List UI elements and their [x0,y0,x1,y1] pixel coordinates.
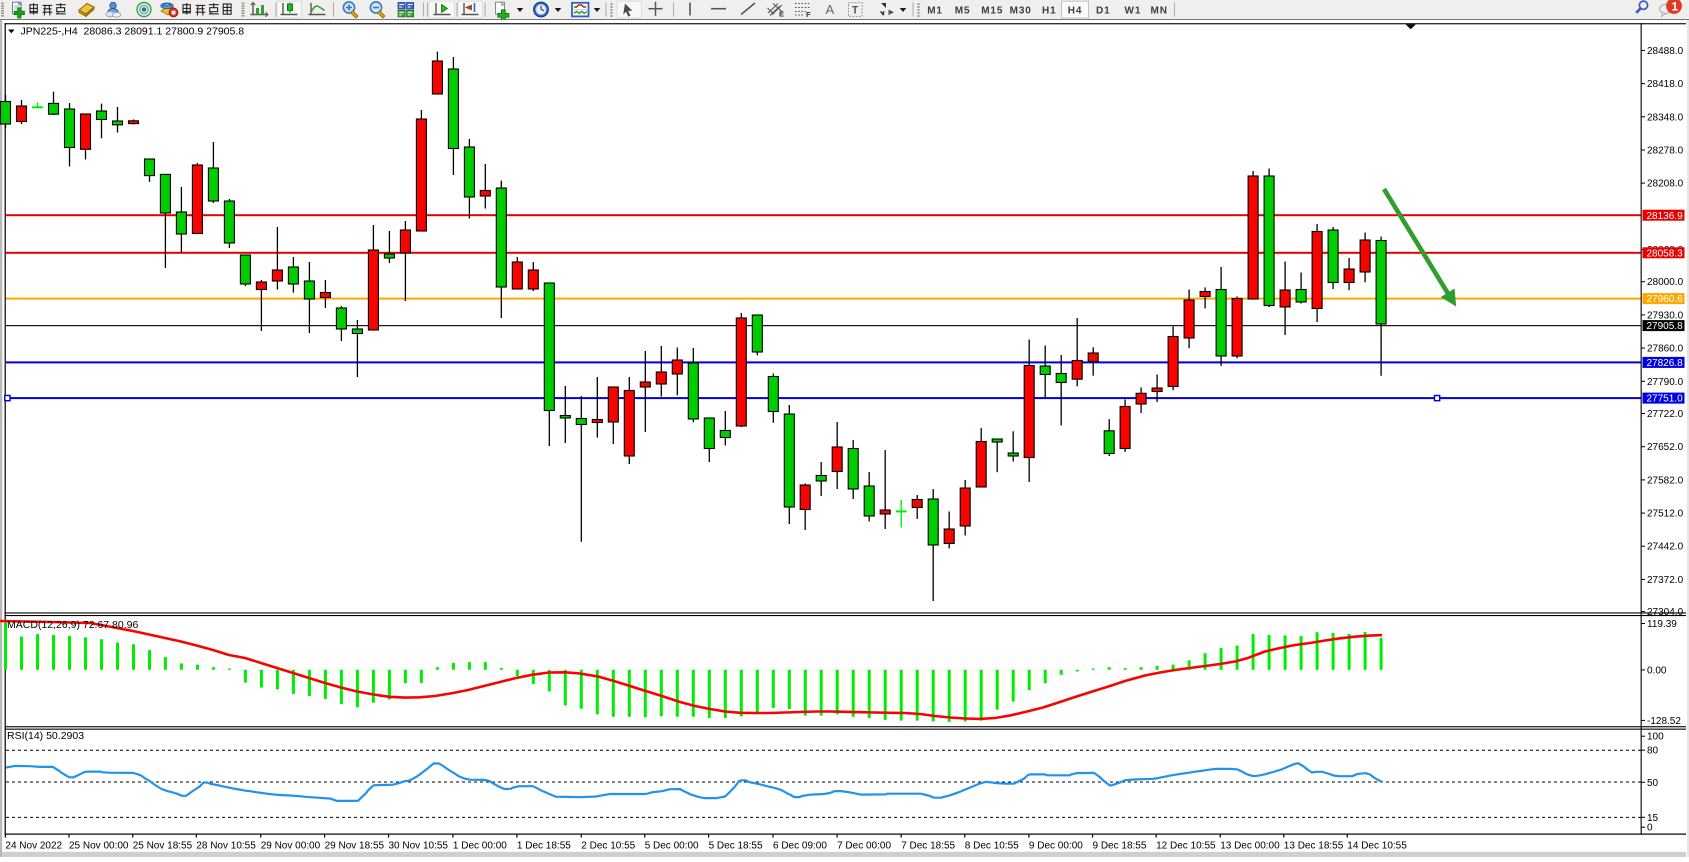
svg-text:7 Dec 18:55: 7 Dec 18:55 [901,841,955,852]
svg-text:28488.0: 28488.0 [1647,46,1684,57]
svg-text:7 Dec 00:00: 7 Dec 00:00 [837,841,891,852]
svg-text:H1: H1 [1042,6,1057,17]
svg-text:27512.0: 27512.0 [1647,509,1684,520]
svg-text:27960.6: 27960.6 [1647,294,1684,305]
svg-text:27930.0: 27930.0 [1647,310,1684,321]
svg-text:28058.3: 28058.3 [1647,248,1684,259]
svg-text:50: 50 [1647,778,1659,789]
svg-text:MN: MN [1151,6,1168,17]
svg-text:27790.0: 27790.0 [1647,377,1684,388]
svg-text:0: 0 [1647,823,1653,834]
svg-text:28000.0: 28000.0 [1647,277,1684,288]
svg-text:24 Nov 2022: 24 Nov 2022 [5,841,62,852]
svg-text:H4: H4 [1068,6,1083,17]
svg-text:JPN225-,H4 28086.3 28091.1 27: JPN225-,H4 28086.3 28091.1 27800.9 27905… [21,26,245,38]
svg-text:E: E [779,10,784,19]
svg-text:29 Nov 18:55: 29 Nov 18:55 [325,841,385,852]
svg-text:-128.52: -128.52 [1647,716,1681,727]
svg-text:A: A [826,2,835,17]
svg-text:27372.0: 27372.0 [1647,575,1684,586]
svg-text:2 Dec 10:55: 2 Dec 10:55 [581,841,635,852]
svg-text:W1: W1 [1125,6,1142,17]
svg-text:13 Dec 18:55: 13 Dec 18:55 [1284,841,1344,852]
svg-text:25 Nov 00:00: 25 Nov 00:00 [69,841,129,852]
svg-text:5 Dec 18:55: 5 Dec 18:55 [709,841,763,852]
svg-text:29 Nov 00:00: 29 Nov 00:00 [261,841,321,852]
svg-text:13 Dec 00:00: 13 Dec 00:00 [1220,841,1280,852]
svg-text:RSI(14) 50.2903: RSI(14) 50.2903 [7,730,84,742]
svg-text:27442.0: 27442.0 [1647,542,1684,553]
svg-text:25 Nov 18:55: 25 Nov 18:55 [133,841,193,852]
svg-text:0.00: 0.00 [1647,665,1667,676]
svg-text:14 Dec 10:55: 14 Dec 10:55 [1347,841,1407,852]
svg-text:28348.0: 28348.0 [1647,112,1684,123]
svg-text:8 Dec 10:55: 8 Dec 10:55 [965,841,1019,852]
svg-text:27582.0: 27582.0 [1647,475,1684,486]
svg-text:9 Dec 00:00: 9 Dec 00:00 [1029,841,1083,852]
svg-text:28 Nov 10:55: 28 Nov 10:55 [196,841,256,852]
svg-text:80: 80 [1647,746,1659,757]
svg-text:27304.0: 27304.0 [1647,607,1684,618]
svg-text:27905.8: 27905.8 [1647,321,1684,332]
svg-text:27751.0: 27751.0 [1647,394,1684,405]
svg-text:119.39: 119.39 [1647,619,1677,630]
svg-text:F: F [806,10,811,19]
svg-text:M30: M30 [1010,6,1032,17]
svg-text:27652.0: 27652.0 [1647,442,1684,453]
svg-text:28418.0: 28418.0 [1647,79,1684,90]
svg-text:M15: M15 [981,6,1003,17]
svg-text:30 Nov 10:55: 30 Nov 10:55 [389,841,449,852]
svg-text:M5: M5 [955,6,971,17]
svg-text:100: 100 [1647,732,1664,743]
svg-text:27826.8: 27826.8 [1647,358,1684,369]
svg-text:1 Dec 18:55: 1 Dec 18:55 [517,841,571,852]
svg-text:27860.0: 27860.0 [1647,344,1684,355]
svg-text:D1: D1 [1096,6,1111,17]
svg-text:28278.0: 28278.0 [1647,146,1684,157]
svg-text:1 Dec 00:00: 1 Dec 00:00 [453,841,507,852]
svg-text:6 Dec 09:00: 6 Dec 09:00 [773,841,827,852]
svg-text:M1: M1 [927,6,943,17]
svg-text:15: 15 [1647,813,1659,824]
svg-text:1: 1 [1672,0,1679,13]
svg-text:MACD(12,26,9) 72.67 80.96: MACD(12,26,9) 72.67 80.96 [7,619,138,631]
svg-text:5 Dec 00:00: 5 Dec 00:00 [645,841,699,852]
svg-text:9 Dec 18:55: 9 Dec 18:55 [1093,841,1147,852]
svg-text:28136.9: 28136.9 [1647,211,1684,222]
svg-text:T: T [852,6,859,18]
svg-text:12 Dec 10:55: 12 Dec 10:55 [1156,841,1216,852]
svg-text:28208.0: 28208.0 [1647,179,1684,190]
svg-text:27722.0: 27722.0 [1647,409,1684,420]
